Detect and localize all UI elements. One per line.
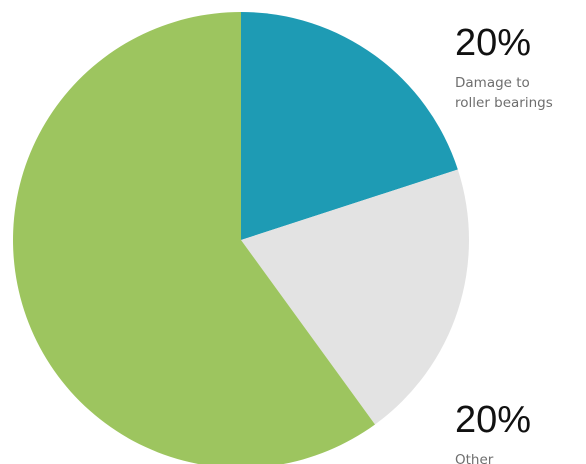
pie-slice-2 [13,12,376,464]
pie-slices [13,12,470,464]
slice-percent-label: 20% [455,399,531,441]
pie-slice-1 [241,169,470,425]
slice-description-label: roller bearings [455,95,553,111]
pie-slice-0 [241,12,458,240]
slice-percent-label: 20% [455,22,531,64]
slice-description-label: Other [455,452,494,464]
slice-description-label: Damage to [455,75,530,91]
slice-labels: 20% Damage to roller bearings 20% Other [455,22,553,464]
